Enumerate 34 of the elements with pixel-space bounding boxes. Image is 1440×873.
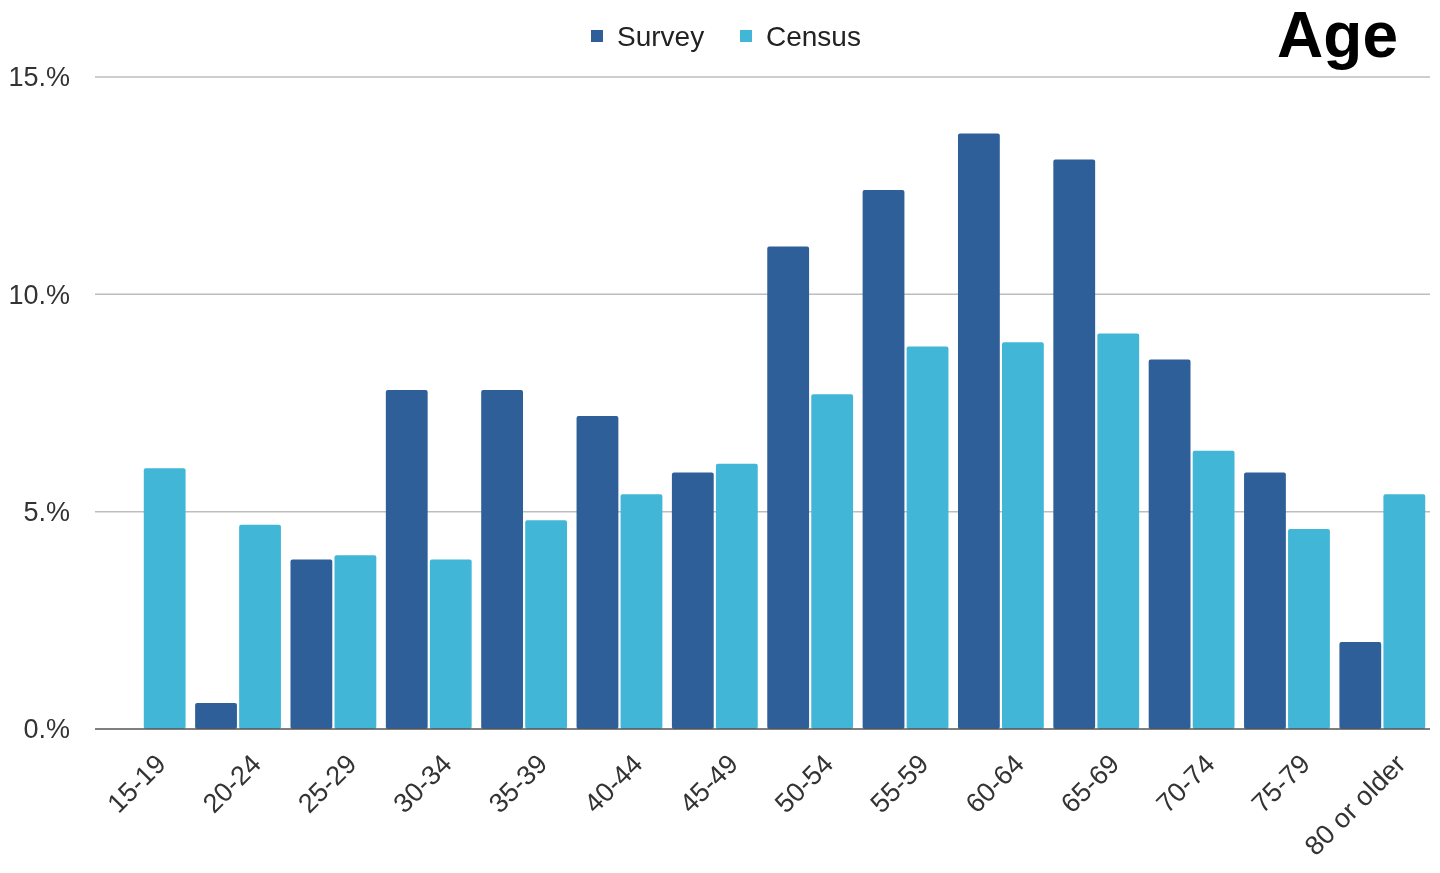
bar: [525, 520, 568, 729]
bar: [1001, 342, 1044, 729]
bar: [620, 494, 663, 729]
bar: [1288, 529, 1330, 729]
bar: [481, 389, 524, 729]
bar: [239, 524, 281, 729]
y-tick-label: 10.%: [8, 279, 70, 310]
y-tick-label: 5.%: [23, 497, 70, 528]
bar: [862, 190, 905, 729]
legend-label: Census: [766, 20, 861, 52]
legend-label: Survey: [617, 20, 705, 52]
bar: [1053, 159, 1096, 729]
bar: [715, 463, 758, 729]
bar: [1148, 359, 1191, 729]
bar: [957, 133, 1000, 729]
bar: [1192, 450, 1235, 729]
y-tick-label: 15.%: [8, 62, 70, 93]
bar: [671, 472, 714, 729]
bar: [1383, 494, 1426, 729]
bar: [385, 389, 428, 729]
bar: [1244, 472, 1286, 729]
bar: [1339, 642, 1382, 729]
bar: [290, 559, 333, 729]
bar: [195, 702, 237, 729]
bar: [429, 559, 472, 729]
bar: [811, 394, 854, 729]
bar: [767, 246, 810, 729]
bar: [1097, 333, 1140, 729]
bar: [334, 555, 377, 729]
bar: [143, 468, 186, 729]
y-tick-label: 0.%: [23, 714, 70, 745]
chart-title: Age: [1277, 0, 1398, 71]
bar: [906, 346, 949, 729]
bar: [576, 416, 619, 729]
